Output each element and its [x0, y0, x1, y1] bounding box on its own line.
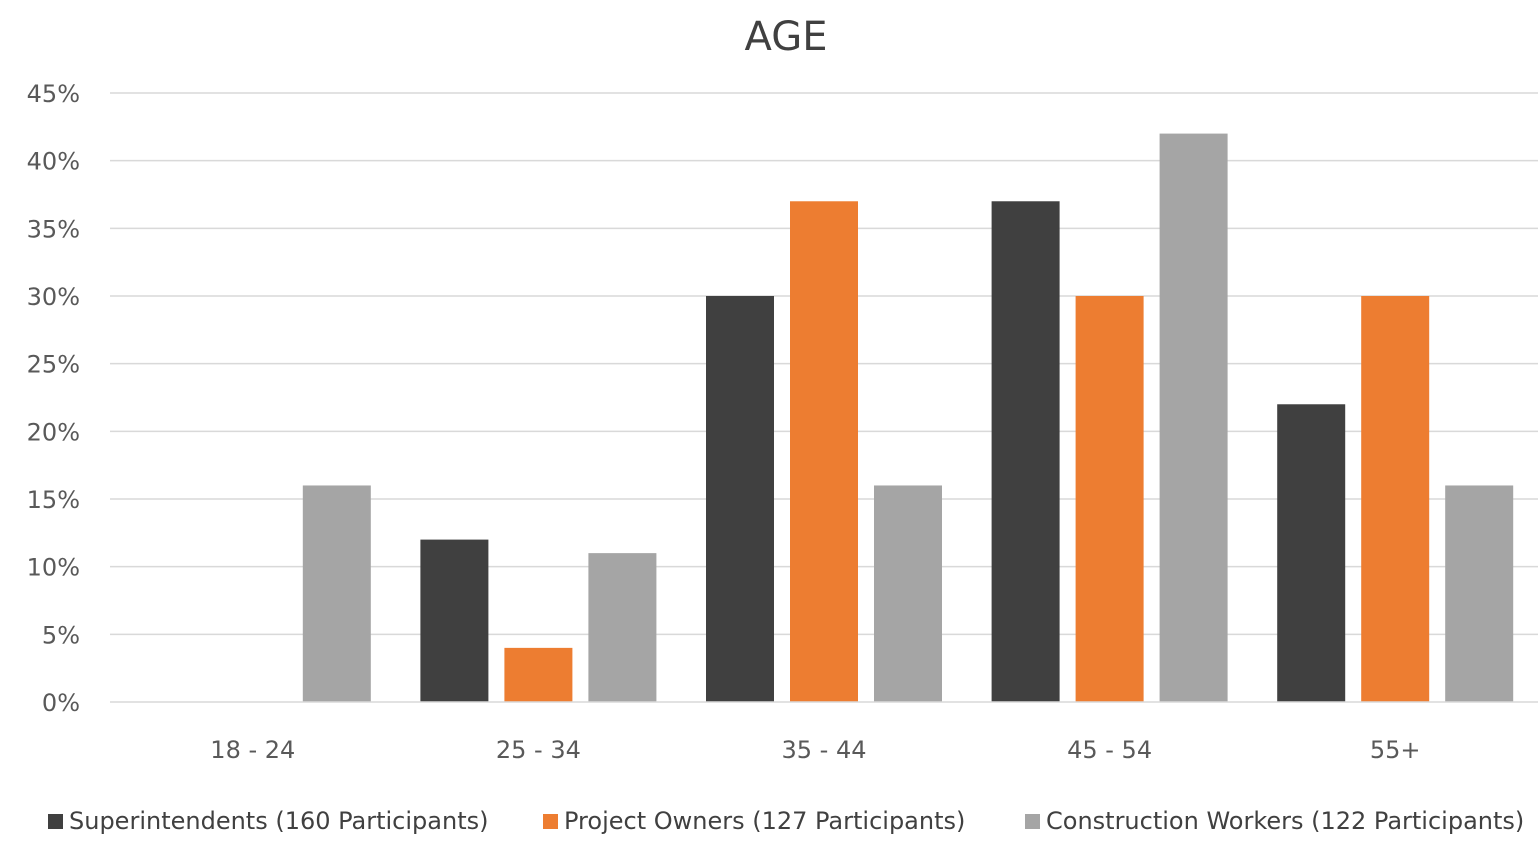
legend: Superintendents (160 Participants) Proje…	[0, 806, 1538, 836]
bar	[1159, 133, 1228, 703]
legend-label-superintendents: Superintendents (160 Participants)	[69, 807, 489, 835]
bar	[874, 485, 942, 702]
y-tick-label: 10%	[27, 554, 80, 582]
bar	[504, 647, 573, 702]
y-tick-label: 25%	[27, 351, 80, 379]
bar	[1075, 296, 1144, 702]
y-tick-label: 45%	[27, 80, 80, 108]
bar	[588, 553, 657, 702]
y-tick-label: 0%	[42, 689, 80, 717]
legend-item-project-owners: Project Owners (127 Participants)	[543, 806, 965, 836]
y-tick-label: 5%	[42, 621, 80, 649]
y-axis-ticks: 0% 5% 10% 15% 20% 25% 30% 35% 40% 45%	[27, 80, 80, 717]
x-tick-label: 35 - 44	[782, 736, 867, 764]
legend-label-project-owners: Project Owners (127 Participants)	[564, 807, 966, 835]
x-axis-ticks: 18 - 24 25 - 34 35 - 44 45 - 54 55+	[210, 736, 1420, 764]
y-tick-label: 30%	[27, 283, 80, 311]
chart-title: AGE	[745, 14, 828, 60]
x-tick-label: 45 - 54	[1067, 736, 1152, 764]
legend-swatch-project-owners	[543, 813, 558, 829]
bar	[420, 539, 489, 702]
bar	[790, 201, 858, 702]
x-tick-label: 25 - 34	[496, 736, 581, 764]
bar	[302, 485, 371, 702]
bars	[302, 133, 1514, 703]
legend-swatch-superintendents	[48, 813, 63, 829]
bar	[991, 201, 1060, 702]
legend-label-construction-workers: Construction Workers (122 Participants)	[1046, 807, 1525, 835]
x-tick-label: 18 - 24	[210, 736, 295, 764]
bar	[706, 296, 774, 702]
y-tick-label: 20%	[27, 418, 80, 446]
bar	[1361, 296, 1430, 702]
legend-item-construction-workers: Construction Workers (122 Participants)	[1025, 806, 1524, 836]
legend-swatch-construction-workers	[1025, 813, 1040, 829]
legend-item-superintendents: Superintendents (160 Participants)	[48, 806, 488, 836]
y-tick-label: 35%	[27, 215, 80, 243]
bar	[1277, 404, 1346, 702]
y-tick-label: 40%	[27, 148, 80, 176]
y-tick-label: 15%	[27, 486, 80, 514]
bar	[1445, 485, 1514, 702]
x-tick-label: 55+	[1370, 736, 1421, 764]
